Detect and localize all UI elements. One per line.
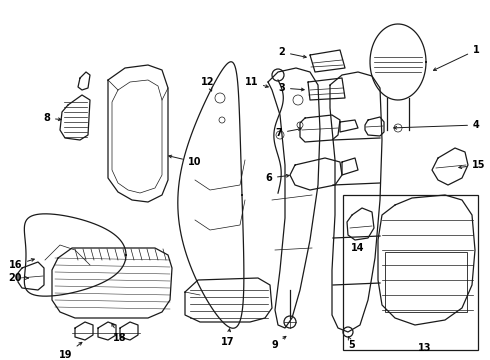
Text: 16: 16: [8, 258, 34, 270]
Text: 20: 20: [8, 273, 28, 283]
Text: 14: 14: [351, 243, 365, 253]
Bar: [343, 195, 478, 350]
Text: 1: 1: [434, 45, 480, 71]
Text: 19: 19: [58, 342, 82, 360]
Text: 6: 6: [265, 173, 289, 183]
Text: 7: 7: [275, 128, 301, 138]
Text: 3: 3: [278, 83, 304, 93]
Text: 2: 2: [278, 47, 306, 58]
Text: 5: 5: [348, 337, 355, 350]
Text: 12: 12: [201, 77, 215, 91]
Text: 18: 18: [112, 323, 127, 343]
Text: 9: 9: [271, 336, 286, 350]
Text: 4: 4: [394, 120, 480, 130]
Text: 17: 17: [221, 329, 235, 347]
Text: 13: 13: [418, 343, 432, 353]
Text: 10: 10: [169, 155, 201, 167]
Text: 11: 11: [245, 77, 269, 87]
Text: 8: 8: [43, 113, 61, 123]
Bar: [385, 252, 467, 312]
Text: 15: 15: [459, 160, 486, 170]
